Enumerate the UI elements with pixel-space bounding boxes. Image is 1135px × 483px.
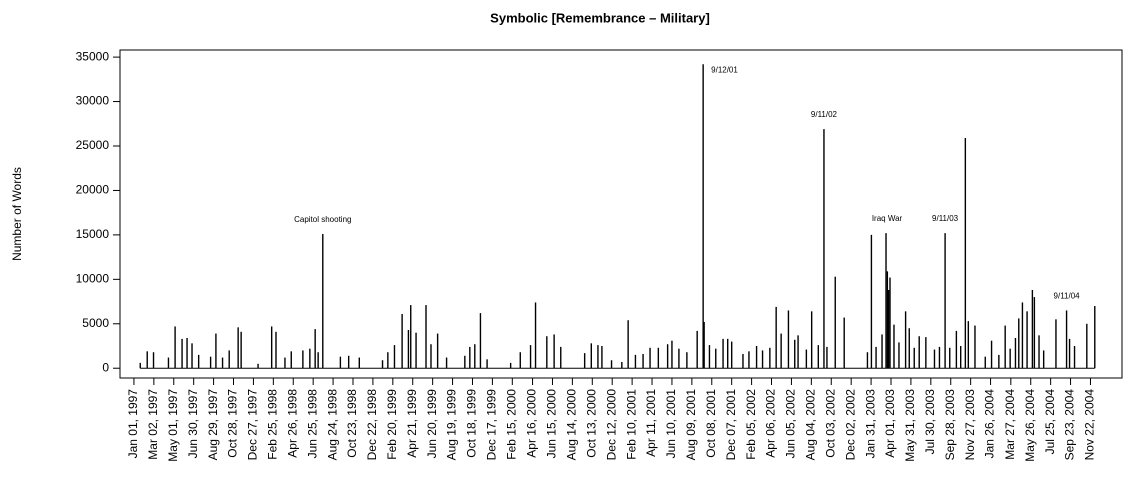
x-tick-label: Jul 25, 2004: [1043, 389, 1057, 455]
x-tick-label: Feb 10, 2001: [624, 389, 638, 460]
x-tick-label: Aug 14, 2000: [565, 389, 579, 461]
x-tick-label: Dec 27, 1997: [246, 389, 260, 461]
x-tick-label: Jul 30, 2003: [923, 389, 937, 455]
x-tick-label: Dec 22, 1998: [365, 389, 379, 461]
x-tick-label: Feb 25, 1998: [266, 389, 280, 460]
x-tick-label: Mar 27, 2004: [1003, 389, 1017, 460]
x-tick-label: Oct 13, 2000: [584, 389, 598, 458]
x-tick-label: Oct 08, 2001: [704, 389, 718, 458]
annotation: 9/11/02: [811, 110, 838, 119]
annotation: 9/12/01: [711, 65, 738, 74]
x-tick-label: Dec 17, 1999: [485, 389, 499, 461]
x-tick-label: Feb 20, 1999: [385, 389, 399, 460]
x-tick-label: Oct 03, 2002: [823, 389, 837, 458]
x-tick-label: Jan 26, 2004: [983, 389, 997, 459]
x-tick-label: Oct 28, 1997: [226, 389, 240, 458]
x-tick-label: Jun 20, 1999: [425, 389, 439, 459]
x-tick-label: Sep 28, 2003: [943, 389, 957, 461]
x-tick-label: Feb 15, 2000: [504, 389, 518, 460]
x-tick-label: Oct 23, 1998: [345, 389, 359, 458]
chart-title: Symbolic [Remembrance – Military]: [490, 10, 710, 25]
annotation: 9/11/03: [932, 214, 959, 223]
x-tick-label: May 01, 1997: [166, 389, 180, 462]
y-tick-label: 25000: [76, 138, 110, 152]
annotation: Iraq War: [872, 214, 903, 223]
x-tick-label: Jan 31, 2003: [863, 389, 877, 459]
y-tick-label: 20000: [76, 183, 110, 197]
annotation: Capitol shooting: [294, 215, 351, 224]
x-tick-label: Jan 01, 1997: [126, 389, 140, 459]
x-tick-label: Nov 27, 2003: [963, 389, 977, 461]
x-tick-label: Jun 30, 1997: [186, 389, 200, 459]
x-tick-label: Jun 10, 2001: [664, 389, 678, 459]
x-tick-label: Aug 19, 1999: [445, 389, 459, 461]
x-tick-label: Apr 11, 2001: [644, 389, 658, 457]
y-tick-label: 5000: [82, 316, 109, 330]
x-tick-label: Nov 22, 2004: [1083, 389, 1097, 461]
x-tick-label: Oct 18, 1999: [465, 389, 479, 458]
x-tick-label: Apr 16, 2000: [525, 389, 539, 458]
y-tick-label: 30000: [76, 94, 110, 108]
x-tick-label: Aug 24, 1998: [325, 389, 339, 461]
x-tick-label: Feb 05, 2002: [744, 389, 758, 460]
y-tick-label: 35000: [76, 49, 110, 63]
x-tick-label: Apr 01, 2003: [883, 389, 897, 458]
x-tick-label: Jun 05, 2002: [784, 389, 798, 459]
x-tick-label: May 26, 2004: [1023, 389, 1037, 462]
x-tick-label: Dec 12, 2000: [604, 389, 618, 461]
x-tick-label: Apr 26, 1998: [285, 389, 299, 458]
x-tick-label: Aug 09, 2001: [684, 389, 698, 461]
x-tick-label: Aug 04, 2002: [804, 389, 818, 461]
annotation: 9/11/04: [1054, 292, 1081, 301]
x-tick-label: Dec 07, 2001: [724, 389, 738, 461]
x-tick-label: Apr 06, 2002: [764, 389, 778, 458]
y-tick-label: 10000: [76, 272, 110, 286]
y-tick-label: 15000: [76, 227, 110, 241]
y-axis-label: Number of Words: [10, 167, 24, 261]
x-tick-label: Mar 02, 1997: [146, 389, 160, 460]
x-tick-label: May 31, 2003: [903, 389, 917, 462]
x-tick-label: Aug 29, 1997: [206, 389, 220, 461]
x-tick-label: Jun 15, 2000: [545, 389, 559, 459]
y-tick-label: 0: [102, 360, 109, 374]
x-tick-label: Jun 25, 1998: [305, 389, 319, 459]
x-tick-label: Sep 23, 2004: [1063, 389, 1077, 461]
x-tick-label: Apr 21, 1999: [405, 389, 419, 458]
plot-frame: [119, 49, 1123, 379]
x-tick-label: Dec 02, 2002: [843, 389, 857, 461]
